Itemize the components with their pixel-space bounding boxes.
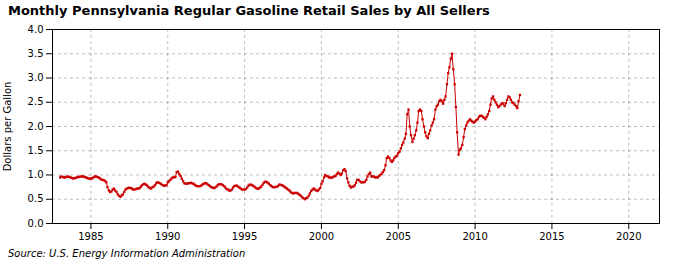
svg-text:1.0: 1.0 [28,169,44,180]
svg-text:1985: 1985 [78,231,103,242]
svg-text:3.5: 3.5 [28,48,44,59]
html-text:Source: U.S. Energy Informatio: Source: U.S. Energy Information Administ… [8,248,246,259]
svg-text:0.0: 0.0 [28,218,44,229]
svg-text:1990: 1990 [155,231,180,242]
svg-text:2.0: 2.0 [28,121,44,132]
svg-text:Dollars per Gallon: Dollars per Gallon [2,82,13,172]
svg-text:2015: 2015 [539,231,564,242]
svg-text:3.0: 3.0 [28,72,44,83]
svg-text:1.5: 1.5 [28,145,44,156]
svg-text:1995: 1995 [232,231,257,242]
svg-text:2005: 2005 [386,231,411,242]
html-text:Monthly Pennsylvania Regular G: Monthly Pennsylvania Regular Gasoline Re… [8,3,490,18]
svg-text:2020: 2020 [616,231,641,242]
svg-text:2000: 2000 [309,231,334,242]
svg-text:2010: 2010 [462,231,487,242]
svg-text:0.5: 0.5 [28,193,44,204]
svg-text:4.0: 4.0 [28,24,44,35]
svg-text:2.5: 2.5 [28,96,44,107]
